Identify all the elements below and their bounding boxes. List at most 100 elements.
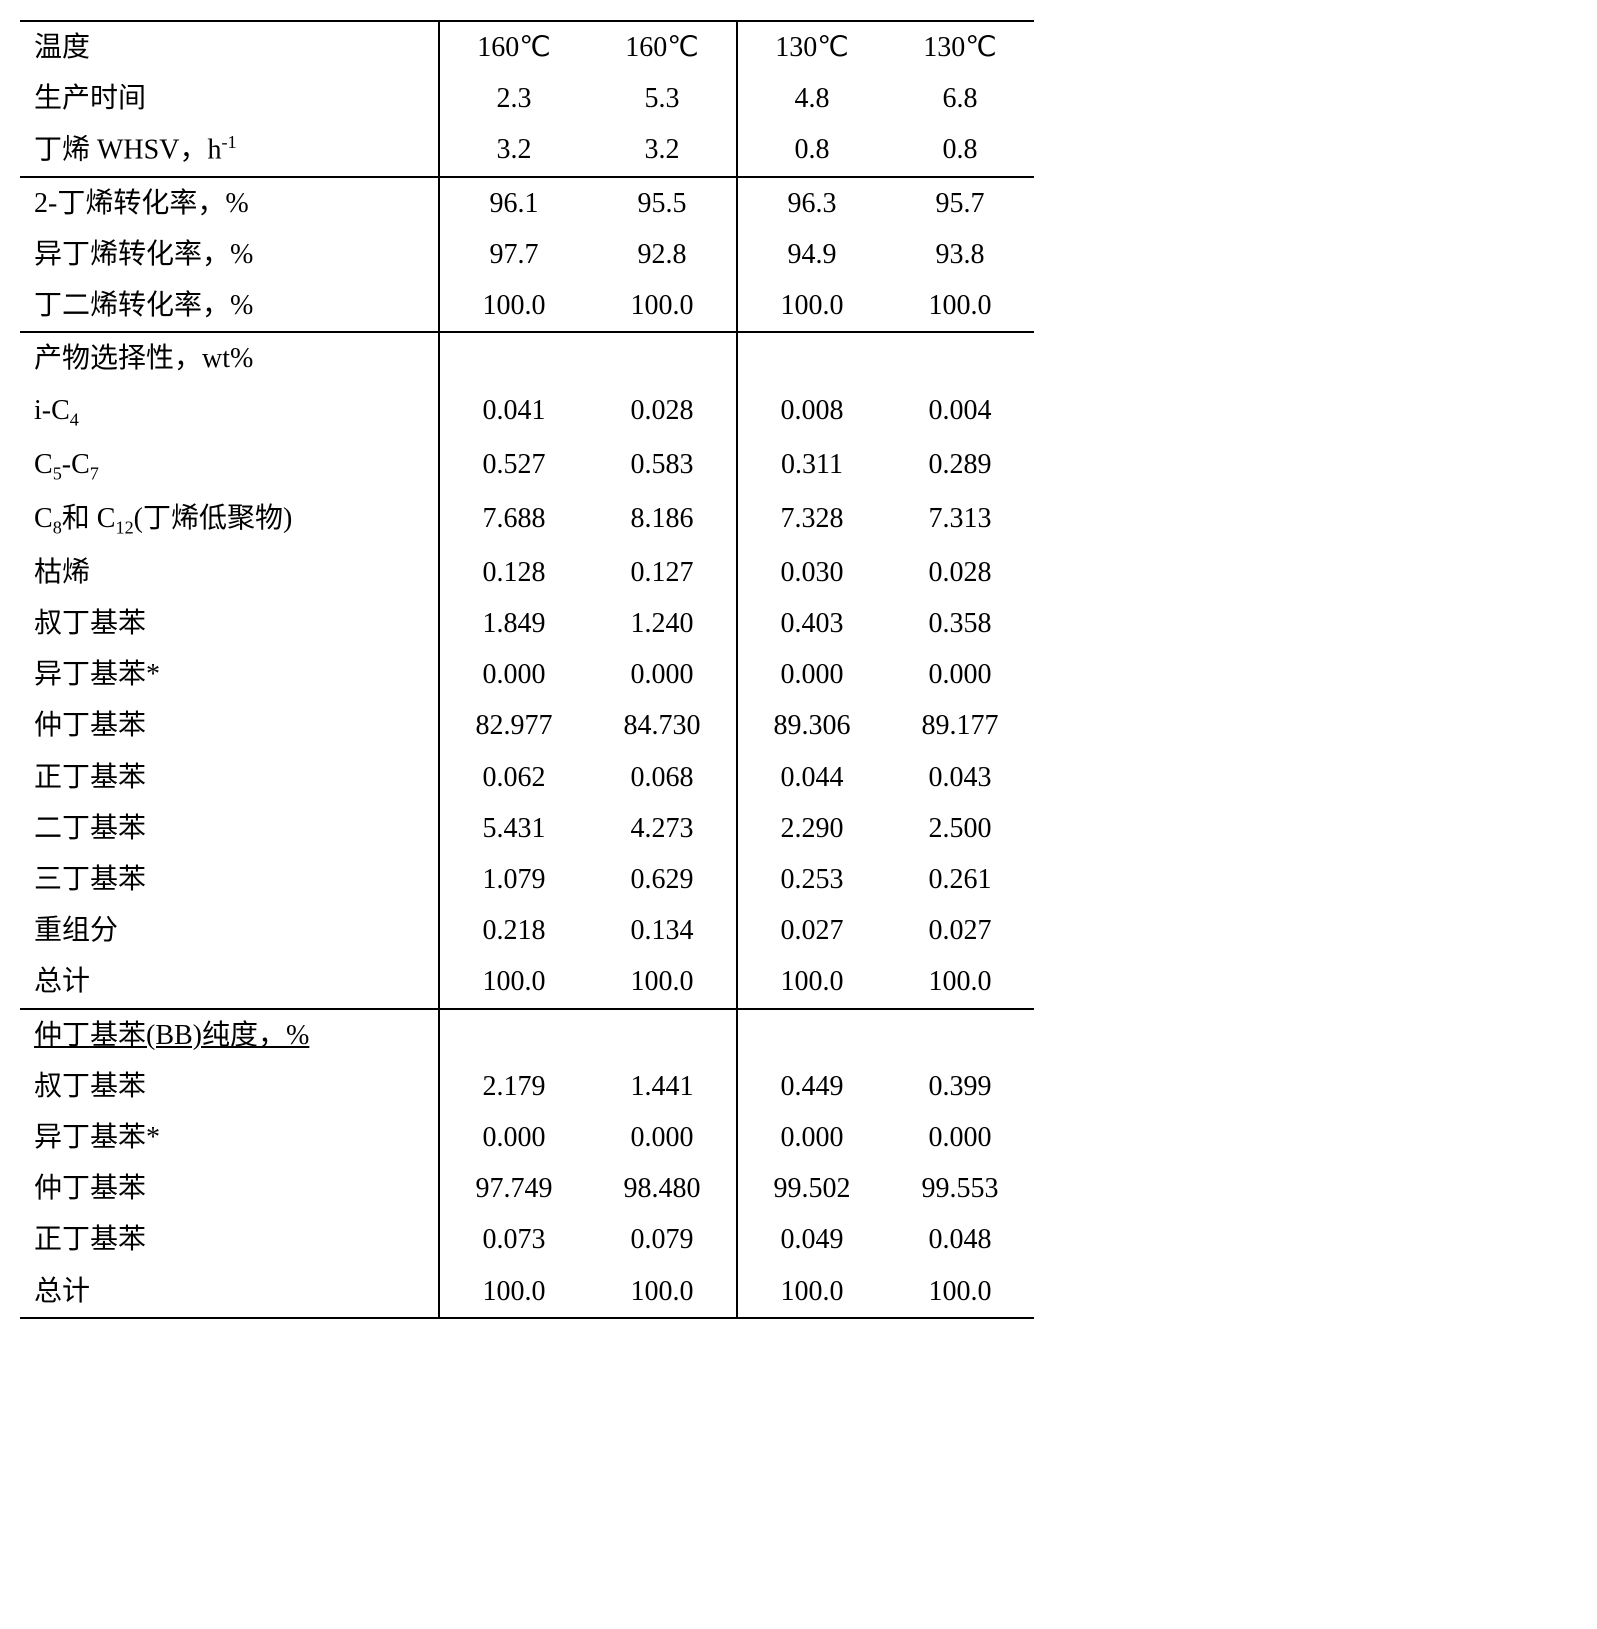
row-label: 丁烯 WHSV，h-1: [20, 124, 439, 177]
cell-value: 3.2: [588, 124, 737, 177]
cell-value: 84.730: [588, 700, 737, 751]
table-row: 2-丁烯转化率，%96.195.596.395.7: [20, 177, 1034, 229]
cell-value: 0.000: [588, 1112, 737, 1163]
row-label: C8和 C12(丁烯低聚物): [20, 493, 439, 547]
cell-value: 100.0: [439, 956, 588, 1008]
cell-value: 0.261: [886, 854, 1034, 905]
cell-value: 0.049: [737, 1214, 886, 1265]
row-label: 异丁烯转化率，%: [20, 229, 439, 280]
cell-value: 1.079: [439, 854, 588, 905]
cell-value: 0.027: [737, 905, 886, 956]
cell-value: 93.8: [886, 229, 1034, 280]
table-row: 二丁基苯5.4314.2732.2902.500: [20, 803, 1034, 854]
data-table: 温度160℃160℃130℃130℃生产时间2.35.34.86.8丁烯 WHS…: [20, 20, 1034, 1319]
table-row: 丁二烯转化率，%100.0100.0100.0100.0: [20, 280, 1034, 332]
cell-value: 100.0: [886, 280, 1034, 332]
cell-value: 0.004: [886, 385, 1034, 439]
cell-value: 0.048: [886, 1214, 1034, 1265]
cell-value: [588, 332, 737, 384]
cell-value: 100.0: [439, 1266, 588, 1318]
table-row: 仲丁基苯82.97784.73089.30689.177: [20, 700, 1034, 751]
row-label: 三丁基苯: [20, 854, 439, 905]
cell-value: 100.0: [737, 1266, 886, 1318]
cell-value: 8.186: [588, 493, 737, 547]
cell-value: 100.0: [588, 280, 737, 332]
cell-value: 2.290: [737, 803, 886, 854]
cell-value: 94.9: [737, 229, 886, 280]
cell-value: 7.328: [737, 493, 886, 547]
cell-value: 0.583: [588, 439, 737, 493]
cell-value: 0.044: [737, 752, 886, 803]
cell-value: 0.8: [737, 124, 886, 177]
row-label: 叔丁基苯: [20, 1061, 439, 1112]
cell-value: 1.240: [588, 598, 737, 649]
table-row: 异丁基苯*0.0000.0000.0000.000: [20, 649, 1034, 700]
cell-value: 0.399: [886, 1061, 1034, 1112]
cell-value: 0.218: [439, 905, 588, 956]
row-label: 产物选择性，wt%: [20, 332, 439, 384]
row-label: 总计: [20, 1266, 439, 1318]
cell-value: 0.000: [588, 649, 737, 700]
row-label: 枯烯: [20, 547, 439, 598]
cell-value: 130℃: [886, 21, 1034, 73]
cell-value: 0.043: [886, 752, 1034, 803]
cell-value: 0.062: [439, 752, 588, 803]
cell-value: 5.431: [439, 803, 588, 854]
cell-value: 0.000: [737, 1112, 886, 1163]
cell-value: 100.0: [737, 956, 886, 1008]
cell-value: 160℃: [439, 21, 588, 73]
table-row: 叔丁基苯2.1791.4410.4490.399: [20, 1061, 1034, 1112]
cell-value: [737, 1009, 886, 1061]
cell-value: 100.0: [588, 956, 737, 1008]
cell-value: [588, 1009, 737, 1061]
cell-value: 7.313: [886, 493, 1034, 547]
cell-value: 95.5: [588, 177, 737, 229]
cell-value: 2.500: [886, 803, 1034, 854]
cell-value: 0.000: [886, 1112, 1034, 1163]
table-row: 总计100.0100.0100.0100.0: [20, 1266, 1034, 1318]
table-row: 枯烯0.1280.1270.0300.028: [20, 547, 1034, 598]
table-row: 仲丁基苯97.74998.48099.50299.553: [20, 1163, 1034, 1214]
cell-value: 0.449: [737, 1061, 886, 1112]
cell-value: 0.000: [886, 649, 1034, 700]
row-label: C5-C7: [20, 439, 439, 493]
cell-value: 95.7: [886, 177, 1034, 229]
table-row: 生产时间2.35.34.86.8: [20, 73, 1034, 124]
cell-value: 89.306: [737, 700, 886, 751]
table-row: 仲丁基苯(BB)纯度，%: [20, 1009, 1034, 1061]
table-row: 异丁基苯*0.0000.0000.0000.000: [20, 1112, 1034, 1163]
cell-value: 3.2: [439, 124, 588, 177]
cell-value: 2.3: [439, 73, 588, 124]
cell-value: 92.8: [588, 229, 737, 280]
cell-value: [737, 332, 886, 384]
row-label: 2-丁烯转化率，%: [20, 177, 439, 229]
cell-value: 98.480: [588, 1163, 737, 1214]
cell-value: 0.079: [588, 1214, 737, 1265]
cell-value: 0.358: [886, 598, 1034, 649]
cell-value: 0.027: [886, 905, 1034, 956]
table-row: 产物选择性，wt%: [20, 332, 1034, 384]
row-label: 二丁基苯: [20, 803, 439, 854]
cell-value: 99.553: [886, 1163, 1034, 1214]
row-label: 异丁基苯*: [20, 1112, 439, 1163]
table-row: 异丁烯转化率，%97.792.894.993.8: [20, 229, 1034, 280]
cell-value: 100.0: [588, 1266, 737, 1318]
cell-value: 97.7: [439, 229, 588, 280]
table-row: 正丁基苯0.0620.0680.0440.043: [20, 752, 1034, 803]
cell-value: 4.273: [588, 803, 737, 854]
cell-value: [886, 1009, 1034, 1061]
cell-value: 89.177: [886, 700, 1034, 751]
row-label: i-C4: [20, 385, 439, 439]
cell-value: 0.127: [588, 547, 737, 598]
cell-value: 0.008: [737, 385, 886, 439]
cell-value: 1.441: [588, 1061, 737, 1112]
cell-value: 0.527: [439, 439, 588, 493]
table-row: 总计100.0100.0100.0100.0: [20, 956, 1034, 1008]
cell-value: 0.000: [439, 1112, 588, 1163]
cell-value: 100.0: [439, 280, 588, 332]
table-row: 重组分0.2180.1340.0270.027: [20, 905, 1034, 956]
cell-value: 130℃: [737, 21, 886, 73]
row-label: 丁二烯转化率，%: [20, 280, 439, 332]
cell-value: 0.028: [588, 385, 737, 439]
table-row: 正丁基苯0.0730.0790.0490.048: [20, 1214, 1034, 1265]
